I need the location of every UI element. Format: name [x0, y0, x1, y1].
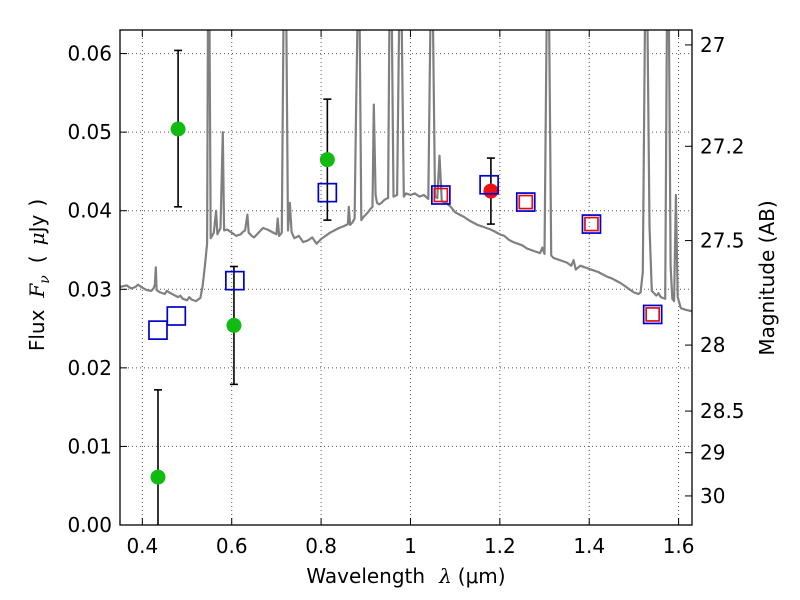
- y-axis-label-word: Flux: [25, 309, 49, 351]
- y-axis-label: Flux Fν ( μJy): [25, 199, 53, 351]
- y-axis-label-paren-open: (: [25, 255, 49, 263]
- model-point-square: [317, 182, 338, 203]
- model-point-square: [515, 192, 536, 212]
- model-point-square: [148, 320, 168, 340]
- model-point-square: [581, 214, 602, 234]
- x-tick-label: 0.6: [216, 534, 248, 558]
- y-tick-label: 0.04: [67, 199, 112, 223]
- x-axis-label-unit: (μm): [458, 564, 506, 588]
- plot-frame: [119, 29, 693, 526]
- model-point-square: [166, 306, 187, 326]
- model-point-square: [645, 307, 661, 322]
- x-tick-label: 0.8: [305, 534, 337, 558]
- y-axis-label-unit-mu: μ: [25, 232, 49, 245]
- model-point-square: [479, 174, 499, 195]
- data-point-circle: [170, 121, 186, 137]
- x-tick-label: 1: [404, 534, 417, 558]
- model-point-square: [224, 270, 245, 291]
- x-tick-label: 1.4: [573, 534, 605, 558]
- model-point-square: [584, 216, 599, 232]
- right-axis-label: Magnitude (AB): [755, 200, 779, 355]
- x-axis-label: Wavelength λ (μm): [306, 564, 505, 588]
- data-point-circle: [319, 152, 335, 168]
- right-tick-label: 27.2: [700, 134, 745, 158]
- x-tick-label: 0.4: [126, 534, 158, 558]
- model-point-square: [518, 194, 534, 210]
- right-tick-label: 30: [700, 484, 725, 508]
- data-point-circle: [483, 183, 499, 199]
- y-axis-label-subscript: ν: [37, 275, 53, 284]
- right-tick-label: 28.5: [700, 399, 745, 423]
- x-tick-label: 1.6: [663, 534, 695, 558]
- y-tick-label: 0.01: [67, 434, 112, 458]
- right-tick-label: 29: [700, 441, 725, 465]
- data-point-circle: [226, 317, 242, 333]
- y-axis-label-paren-close: ): [25, 199, 49, 207]
- model-point-square: [431, 185, 451, 205]
- y-tick-label: 0.06: [67, 42, 112, 66]
- y-tick-label: 0.03: [67, 277, 112, 301]
- model-spectrum-line: [120, 30, 692, 313]
- axis-ticks: 0.4 0.6 0.8 1 1.2 1.4 1.6 0.00 0.01 0.02 0.03 0.04 0…: [67, 30, 745, 558]
- model-point-square: [433, 187, 449, 203]
- y-axis-label-unit: Jy: [25, 214, 49, 234]
- model-point-square: [642, 304, 663, 325]
- data-point-circle: [150, 469, 166, 485]
- x-axis-label-symbol: λ: [438, 564, 452, 588]
- grid-lines: [120, 30, 692, 526]
- right-tick-label: 27.5: [700, 229, 745, 253]
- y-tick-label: 0.05: [67, 120, 112, 144]
- right-tick-label: 27: [700, 33, 725, 57]
- right-tick-label: 28: [700, 333, 725, 357]
- y-tick-label: 0.00: [67, 513, 112, 537]
- x-tick-label: 1.2: [484, 534, 516, 558]
- y-axis-label-symbol: F: [25, 283, 49, 299]
- x-axis-label-word: Wavelength: [306, 564, 425, 588]
- y-tick-label: 0.02: [67, 356, 112, 380]
- plot-area: [120, 30, 692, 525]
